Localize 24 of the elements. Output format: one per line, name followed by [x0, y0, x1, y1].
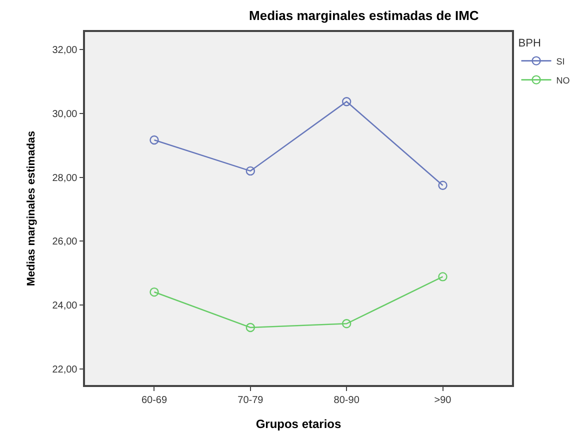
legend-label: SI [556, 56, 565, 66]
legend-title: BPH [518, 37, 541, 50]
x-tick-label: >90 [434, 394, 452, 406]
x-axis-title: Grupos etarios [256, 417, 342, 432]
y-axis-title: Medias marginales estimadas [25, 130, 38, 286]
legend-label: NO [556, 75, 570, 86]
y-tick-label: 28,00 [52, 172, 78, 184]
point [438, 272, 448, 282]
y-tick-label: 24,00 [52, 300, 78, 312]
point [438, 180, 448, 190]
y-tick-label: 32,00 [52, 45, 78, 56]
point [246, 166, 256, 176]
chart-title: Medias marginales estimadas de IMC [249, 8, 480, 24]
x-tick-label: 70-79 [238, 394, 264, 406]
y-tick-label: 30,00 [52, 108, 78, 120]
point [150, 135, 159, 145]
y-tick-label: 26,00 [52, 236, 78, 248]
point [150, 287, 159, 297]
point [246, 322, 256, 332]
y-tick-label: 22,00 [52, 364, 78, 376]
x-tick-label: 60-69 [141, 394, 168, 406]
point [342, 97, 352, 106]
point [342, 319, 352, 328]
x-tick-label: 80-90 [334, 394, 360, 406]
